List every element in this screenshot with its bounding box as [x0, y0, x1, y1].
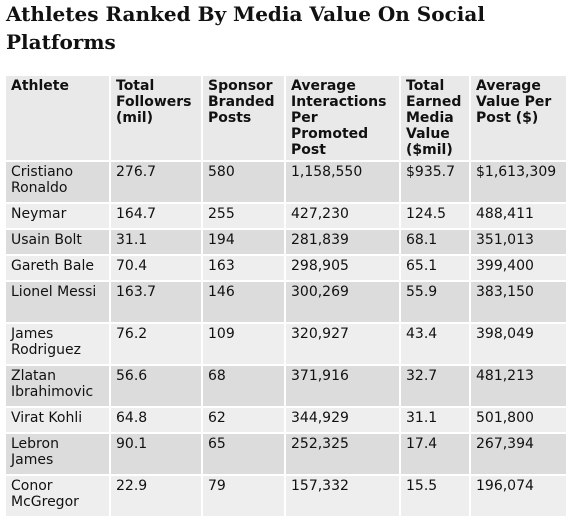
table-row: James Rodriguez 76.2 109 320,927 43.4 39… [6, 324, 566, 366]
cell-athlete: Virat Kohli [6, 408, 111, 434]
cell-average-value-per-post: 488,411 [471, 204, 566, 230]
cell-sponsor-branded-posts: 65 [203, 434, 286, 476]
cell-average-interactions: 427,230 [286, 204, 401, 230]
cell-total-earned-media-value: 124.5 [401, 204, 471, 230]
cell-average-interactions: 281,839 [286, 230, 401, 256]
table-header-row: Athlete Total Followers (mil) Sponsor Br… [6, 76, 566, 162]
cell-athlete: Neymar [6, 204, 111, 230]
cell-total-earned-media-value: 17.4 [401, 434, 471, 476]
cell-average-interactions: 371,916 [286, 366, 401, 408]
cell-total-followers: 163.7 [111, 282, 203, 324]
page-title: Athletes Ranked By Media Value On Social… [6, 2, 485, 54]
cell-average-interactions: 298,905 [286, 256, 401, 282]
cell-total-earned-media-value: 55.9 [401, 282, 471, 324]
table-row: Gareth Bale 70.4 163 298,905 65.1 399,40… [6, 256, 566, 282]
cell-average-interactions: 252,325 [286, 434, 401, 476]
cell-average-value-per-post: 267,394 [471, 434, 566, 476]
cell-total-earned-media-value: 32.7 [401, 366, 471, 408]
header-average-interactions: Average Interactions Per Promoted Post [286, 76, 401, 162]
cell-average-value-per-post: $1,613,309 [471, 162, 566, 204]
cell-athlete: Lebron James [6, 434, 111, 476]
header-total-earned-media-value: Total Earned Media Value ($mil) [401, 76, 471, 162]
cell-sponsor-branded-posts: 68 [203, 366, 286, 408]
cell-total-followers: 90.1 [111, 434, 203, 476]
cell-total-earned-media-value: 65.1 [401, 256, 471, 282]
cell-total-earned-media-value: 68.1 [401, 230, 471, 256]
cell-sponsor-branded-posts: 109 [203, 324, 286, 366]
cell-athlete: Conor McGregor [6, 476, 111, 518]
cell-total-followers: 56.6 [111, 366, 203, 408]
cell-athlete: James Rodriguez [6, 324, 111, 366]
cell-total-earned-media-value: 43.4 [401, 324, 471, 366]
cell-total-followers: 70.4 [111, 256, 203, 282]
cell-average-interactions: 320,927 [286, 324, 401, 366]
cell-total-followers: 22.9 [111, 476, 203, 518]
cell-sponsor-branded-posts: 163 [203, 256, 286, 282]
cell-athlete: Cristiano Ronaldo [6, 162, 111, 204]
cell-sponsor-branded-posts: 194 [203, 230, 286, 256]
header-average-value-per-post: Average Value Per Post ($) [471, 76, 566, 162]
cell-average-value-per-post: 501,800 [471, 408, 566, 434]
cell-sponsor-branded-posts: 79 [203, 476, 286, 518]
cell-sponsor-branded-posts: 62 [203, 408, 286, 434]
table-row: Lionel Messi 163.7 146 300,269 55.9 383,… [6, 282, 566, 324]
table-row: Zlatan Ibrahimovic 56.6 68 371,916 32.7 … [6, 366, 566, 408]
cell-sponsor-branded-posts: 146 [203, 282, 286, 324]
table-row: Usain Bolt 31.1 194 281,839 68.1 351,013 [6, 230, 566, 256]
cell-sponsor-branded-posts: 255 [203, 204, 286, 230]
cell-average-value-per-post: 196,074 [471, 476, 566, 518]
cell-athlete: Gareth Bale [6, 256, 111, 282]
cell-total-earned-media-value: 15.5 [401, 476, 471, 518]
table-row: Neymar 164.7 255 427,230 124.5 488,411 [6, 204, 566, 230]
cell-total-followers: 276.7 [111, 162, 203, 204]
header-sponsor-branded-posts: Sponsor Branded Posts [203, 76, 286, 162]
cell-total-earned-media-value: 31.1 [401, 408, 471, 434]
cell-sponsor-branded-posts: 580 [203, 162, 286, 204]
table-row: Conor McGregor 22.9 79 157,332 15.5 196,… [6, 476, 566, 518]
cell-average-value-per-post: 398,049 [471, 324, 566, 366]
cell-average-interactions: 344,929 [286, 408, 401, 434]
cell-average-interactions: 300,269 [286, 282, 401, 324]
cell-athlete: Usain Bolt [6, 230, 111, 256]
table-row: Virat Kohli 64.8 62 344,929 31.1 501,800 [6, 408, 566, 434]
header-total-followers: Total Followers (mil) [111, 76, 203, 162]
cell-total-followers: 64.8 [111, 408, 203, 434]
cell-average-value-per-post: 383,150 [471, 282, 566, 324]
cell-athlete: Lionel Messi [6, 282, 111, 324]
cell-average-interactions: 1,158,550 [286, 162, 401, 204]
cell-total-followers: 164.7 [111, 204, 203, 230]
cell-average-interactions: 157,332 [286, 476, 401, 518]
table-row: Lebron James 90.1 65 252,325 17.4 267,39… [6, 434, 566, 476]
cell-athlete: Zlatan Ibrahimovic [6, 366, 111, 408]
cell-average-value-per-post: 399,400 [471, 256, 566, 282]
cell-total-earned-media-value: $935.7 [401, 162, 471, 204]
cell-total-followers: 31.1 [111, 230, 203, 256]
header-athlete: Athlete [6, 76, 111, 162]
athletes-table: Athlete Total Followers (mil) Sponsor Br… [6, 76, 566, 518]
cell-average-value-per-post: 481,213 [471, 366, 566, 408]
cell-average-value-per-post: 351,013 [471, 230, 566, 256]
cell-total-followers: 76.2 [111, 324, 203, 366]
table-row: Cristiano Ronaldo 276.7 580 1,158,550 $9… [6, 162, 566, 204]
